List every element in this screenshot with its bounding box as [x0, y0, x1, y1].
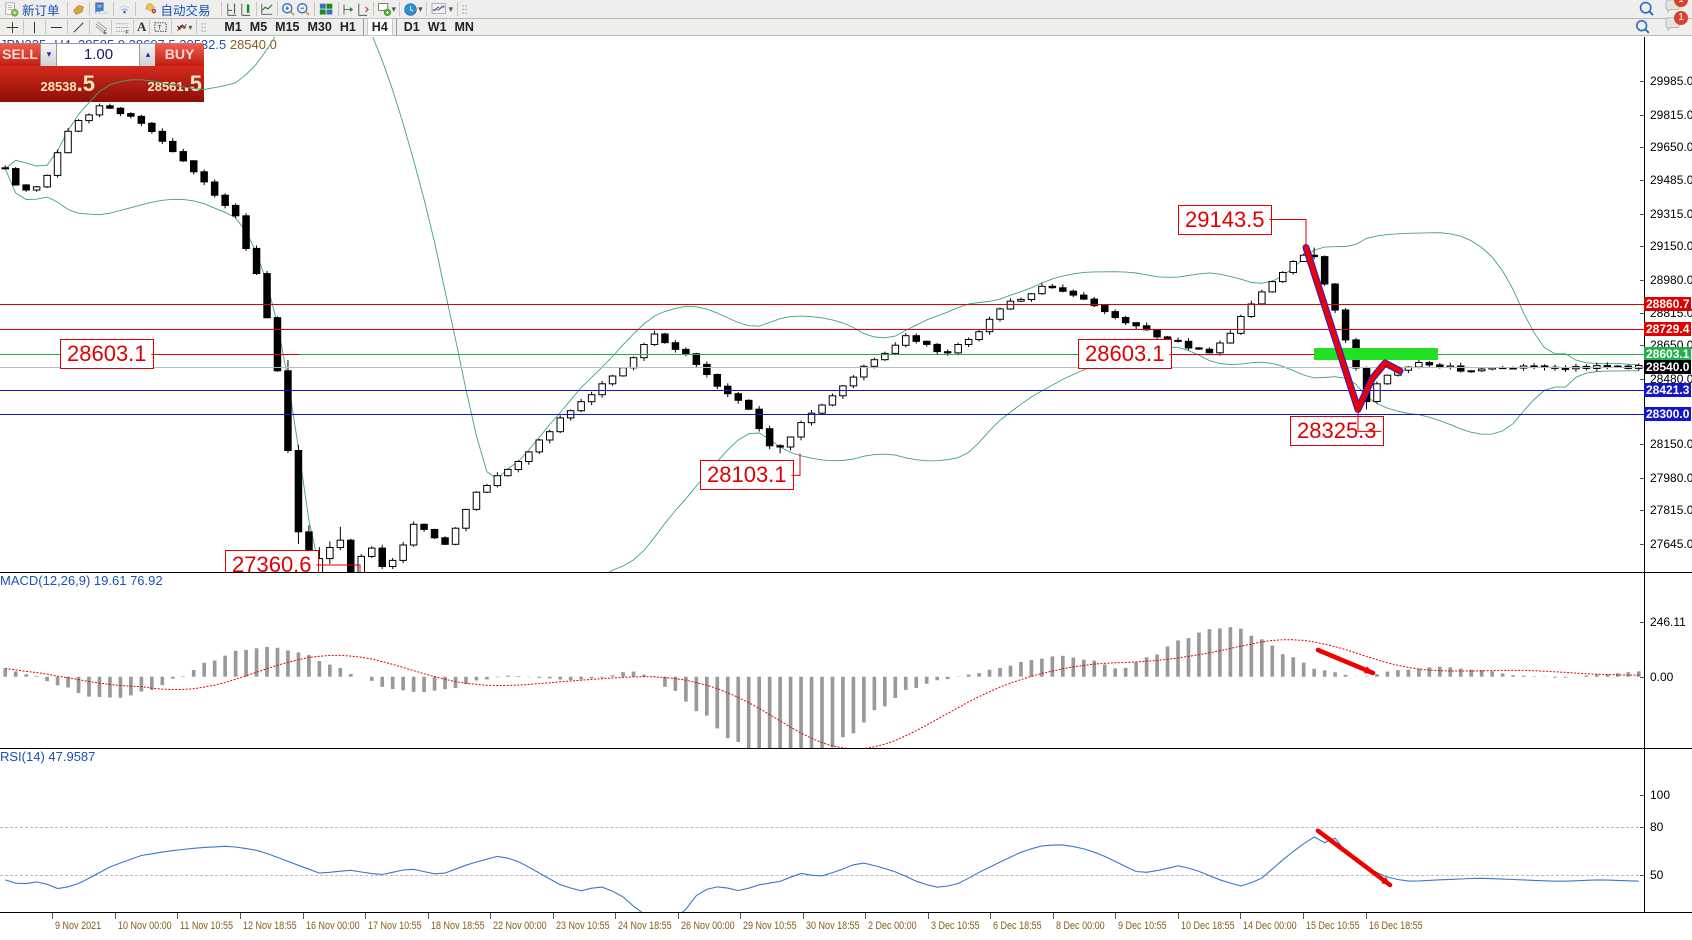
svg-text:T: T [158, 24, 162, 31]
svg-text:E: E [103, 30, 107, 35]
svg-text:F: F [125, 30, 129, 35]
